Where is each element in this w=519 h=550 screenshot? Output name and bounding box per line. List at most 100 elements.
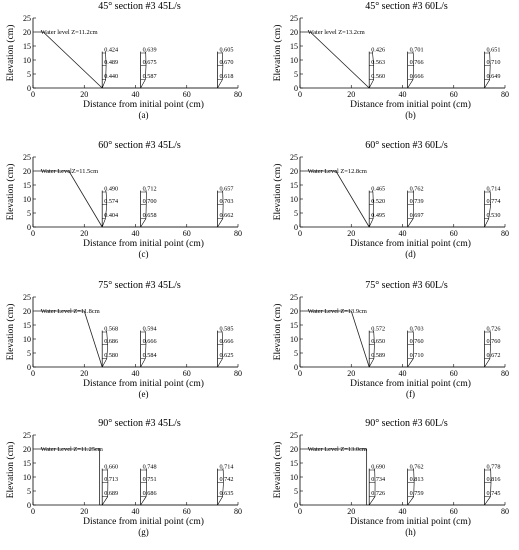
y-tick-label: 10: [23, 473, 31, 482]
velocity-value: 0.690: [371, 464, 385, 471]
x-tick-label: 40: [399, 90, 407, 99]
x-axis-label: Distance from initial point (cm): [350, 378, 471, 389]
velocity-value: 0.774: [487, 198, 501, 205]
velocity-profile-curve: [484, 190, 491, 228]
x-axis-label: Distance from initial point (cm): [350, 99, 471, 110]
x-tick-label: 0: [298, 90, 302, 99]
velocity-value: 0.594: [143, 326, 157, 333]
panel-label: (h): [405, 527, 416, 537]
y-tick-label: 10: [23, 56, 31, 65]
velocity-value: 0.714: [220, 464, 234, 471]
panel-title: 45° section #3 60L/s: [365, 1, 448, 12]
y-tick-label: 0: [27, 84, 31, 93]
y-tick-label: 5: [27, 70, 31, 79]
x-tick-label: 40: [132, 507, 140, 516]
x-tick-label: 40: [399, 369, 407, 378]
velocity-profile-curve: [407, 190, 415, 228]
velocity-profile-curve: [217, 190, 224, 228]
y-tick-label: 10: [290, 56, 298, 65]
velocity-value: 0.689: [104, 490, 118, 497]
x-tick-label: 80: [501, 369, 509, 378]
x-axis-label: Distance from initial point (cm): [350, 516, 471, 527]
velocity-profile-curve: [484, 51, 491, 89]
y-tick-label: 5: [27, 209, 31, 218]
y-tick-label: 25: [23, 431, 31, 440]
velocity-profile-curve: [217, 330, 224, 368]
panel-b: 45° section #3 60L/s 0 5 10 15 20 25 0 20 40 60 80 D…: [272, 1, 509, 120]
panel-title: 90° section #3 45L/s: [98, 418, 181, 429]
velocity-value: 0.649: [487, 73, 501, 80]
y-axis-label: Elevation (cm): [5, 25, 16, 82]
y-tick-label: 20: [23, 445, 31, 454]
x-tick-label: 40: [132, 229, 140, 238]
velocity-value: 0.686: [143, 490, 157, 497]
velocity-profile-curve: [140, 468, 147, 506]
y-tick-label: 15: [23, 42, 31, 51]
y-tick-label: 25: [290, 293, 298, 302]
y-tick-label: 5: [294, 349, 298, 358]
velocity-value: 0.686: [104, 338, 118, 345]
y-tick-label: 25: [23, 293, 31, 302]
velocity-value: 0.672: [487, 352, 501, 359]
x-tick-label: 20: [347, 90, 355, 99]
velocity-value: 0.703: [410, 326, 424, 333]
velocity-value: 0.660: [104, 464, 118, 471]
x-tick-label: 20: [347, 369, 355, 378]
velocity-value: 0.650: [371, 338, 385, 345]
velocity-value: 0.587: [143, 73, 157, 80]
x-tick-label: 40: [132, 90, 140, 99]
y-tick-label: 25: [290, 14, 298, 23]
velocity-profile-curve: [101, 468, 109, 506]
x-axis-label: Distance from initial point (cm): [83, 99, 204, 110]
velocity-value: 0.426: [371, 47, 385, 54]
panel-h: 90° section #3 60L/s 0 5 10 15 20 25 0 20 40 60 80 D…: [272, 418, 509, 537]
water-level-label: Water level Z=13.2cm: [308, 29, 365, 36]
y-tick-label: 0: [294, 501, 298, 510]
velocity-value: 0.700: [143, 198, 157, 205]
x-tick-label: 60: [183, 507, 191, 516]
panel-e: 75° section #3 45L/s 0 5 10 15 20 25 0 20 40 60 80 D…: [5, 280, 242, 399]
velocity-value: 0.666: [143, 338, 157, 345]
velocity-value: 0.703: [220, 198, 234, 205]
water-level-label: Water Level Z=13.0cm: [308, 446, 367, 453]
y-tick-label: 20: [290, 307, 298, 316]
velocity-value: 0.658: [143, 212, 157, 219]
velocity-value: 0.574: [104, 198, 118, 205]
velocity-value: 0.490: [104, 186, 118, 193]
x-tick-label: 60: [183, 369, 191, 378]
x-tick-label: 80: [234, 90, 242, 99]
x-tick-label: 80: [501, 229, 509, 238]
bed-profile-line: [35, 448, 101, 505]
bed-profile-line: [302, 31, 370, 89]
y-tick-label: 15: [23, 321, 31, 330]
panel-label: (d): [405, 249, 416, 259]
velocity-value: 0.726: [487, 326, 501, 333]
y-tick-label: 15: [290, 181, 298, 190]
water-level-label: Water Level Z=11.25cm: [41, 446, 103, 453]
velocity-value: 0.489: [104, 59, 118, 66]
x-axis-label: Distance from initial point (cm): [83, 516, 204, 527]
panel-label: (a): [139, 110, 149, 120]
velocity-value: 0.657: [220, 186, 234, 193]
velocity-value: 0.568: [104, 326, 118, 333]
velocity-value: 0.734: [371, 476, 385, 483]
velocity-value: 0.520: [371, 198, 385, 205]
y-tick-label: 0: [294, 84, 298, 93]
velocity-value: 0.440: [104, 73, 118, 80]
x-axis-label: Distance from initial point (cm): [83, 378, 204, 389]
x-tick-label: 60: [450, 229, 458, 238]
bed-profile-line: [302, 310, 370, 368]
x-tick-label: 20: [347, 229, 355, 238]
x-tick-label: 20: [80, 229, 88, 238]
y-tick-label: 10: [23, 195, 31, 204]
x-tick-label: 80: [234, 229, 242, 238]
velocity-value: 0.662: [220, 212, 234, 219]
velocity-profile-curve: [140, 190, 147, 228]
panel-c: 60° section #3 45L/s 0 5 10 15 20 25 0 20 40 60 80 D…: [5, 140, 242, 259]
velocity-value: 0.563: [371, 59, 385, 66]
x-tick-label: 80: [234, 507, 242, 516]
panel-g: 90° section #3 45L/s 0 5 10 15 20 25 0 20 40 60 80 D…: [5, 418, 242, 537]
panel-title: 90° section #3 60L/s: [365, 418, 448, 429]
panel-label: (c): [139, 249, 149, 259]
y-tick-label: 0: [294, 223, 298, 232]
